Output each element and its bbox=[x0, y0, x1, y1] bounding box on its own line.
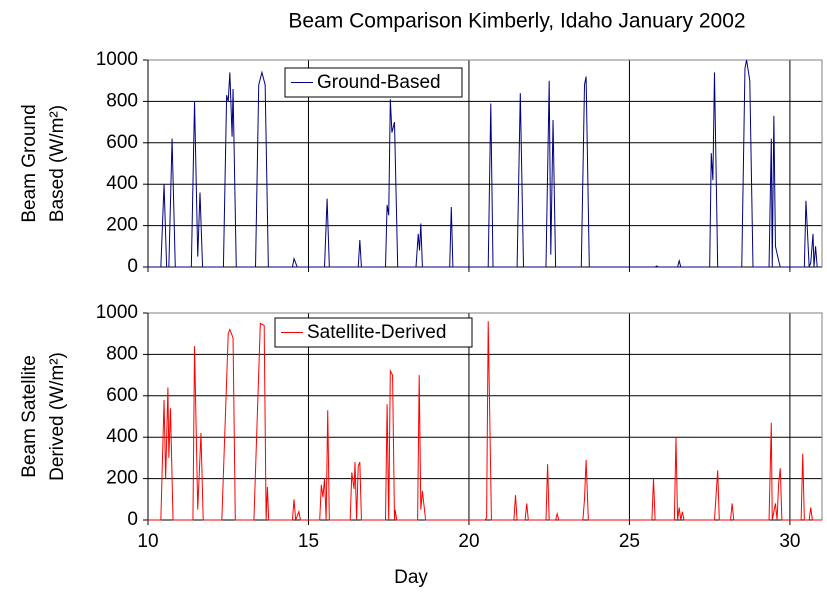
y-axis-label: Based (W/m²) bbox=[47, 105, 68, 222]
y-tick-label: 800 bbox=[106, 90, 138, 111]
y-tick-label: 400 bbox=[106, 173, 138, 194]
y-tick-label: 600 bbox=[106, 132, 138, 153]
data-line bbox=[148, 59, 822, 268]
legend-box bbox=[284, 67, 463, 98]
x-tick-label: 20 bbox=[458, 531, 479, 552]
legend-label: Satellite-Derived bbox=[307, 322, 446, 343]
y-tick-label: 800 bbox=[106, 343, 138, 364]
y-axis-label: Beam Ground bbox=[19, 104, 40, 222]
y-axis-label: Beam Satellite bbox=[19, 355, 40, 478]
plot-area bbox=[148, 60, 822, 267]
y-tick-label: 0 bbox=[127, 256, 138, 277]
data-line bbox=[148, 321, 822, 521]
y-tick-label: 200 bbox=[106, 215, 138, 236]
y-tick-label: 200 bbox=[106, 468, 138, 489]
y-axis-label: Derived (W/m²) bbox=[47, 352, 68, 481]
legend-label: Ground-Based bbox=[317, 72, 441, 93]
y-tick-label: 1000 bbox=[96, 302, 138, 323]
y-tick-label: 1000 bbox=[96, 49, 138, 70]
x-axis-label: Day bbox=[394, 567, 428, 588]
y-tick-label: 600 bbox=[106, 385, 138, 406]
x-tick-label: 15 bbox=[298, 531, 319, 552]
plot-area bbox=[148, 313, 822, 520]
chart-title: Beam Comparison Kimberly, Idaho January … bbox=[288, 10, 745, 33]
y-tick-label: 0 bbox=[127, 509, 138, 530]
legend-box bbox=[274, 317, 473, 348]
y-tick-label: 400 bbox=[106, 426, 138, 447]
x-tick-label: 25 bbox=[619, 531, 640, 552]
x-tick-label: 10 bbox=[137, 531, 158, 552]
x-tick-label: 30 bbox=[779, 531, 800, 552]
